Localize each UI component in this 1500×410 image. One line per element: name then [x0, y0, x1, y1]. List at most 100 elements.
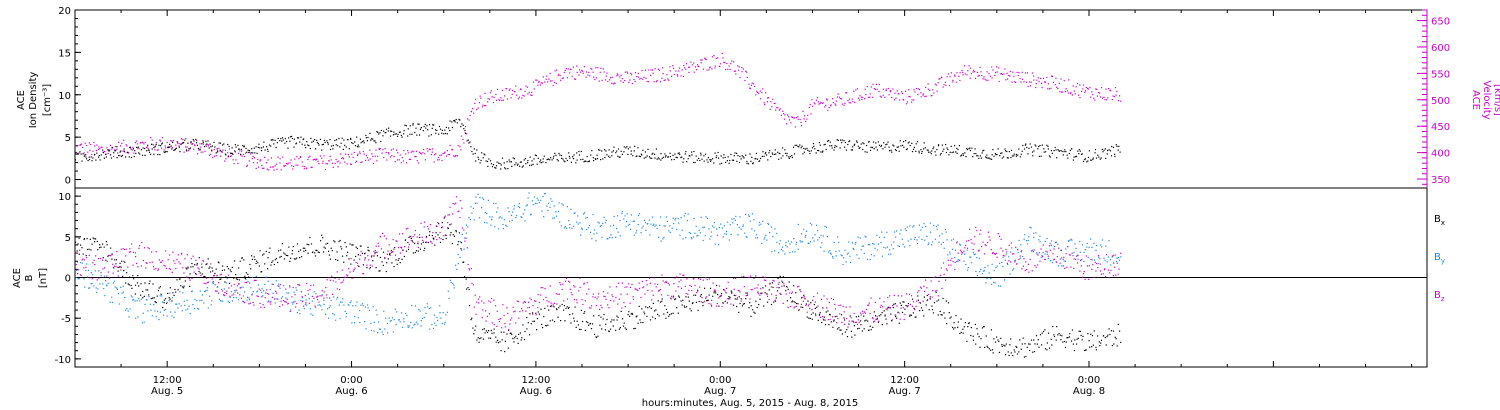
by-point [148, 296, 150, 298]
bx-point [463, 276, 466, 278]
bx-point [1041, 344, 1043, 346]
velocity-point [252, 155, 254, 158]
bx-point [183, 287, 185, 289]
bz-point [592, 296, 594, 298]
density-point [862, 148, 864, 151]
bz-point [408, 243, 410, 246]
bx-point [1120, 341, 1122, 343]
velocity-point [283, 165, 285, 167]
by-point [399, 321, 401, 323]
density-point [1105, 157, 1107, 159]
density-point [1048, 155, 1050, 157]
velocity-point [633, 78, 635, 81]
velocity-point [729, 68, 731, 71]
by-point [610, 234, 612, 236]
velocity-point [303, 168, 305, 170]
velocity-point [599, 71, 601, 73]
density-point [266, 148, 269, 150]
by-point [365, 328, 367, 330]
velocity-point [768, 97, 770, 99]
velocity-point [192, 143, 194, 145]
by-point [286, 292, 288, 294]
velocity-point [765, 92, 767, 94]
velocity-point [527, 93, 529, 95]
by-point [1030, 227, 1032, 229]
by-point [444, 321, 446, 323]
bx-point [264, 263, 266, 265]
by-point [916, 243, 919, 245]
by-point [146, 299, 148, 301]
by-point [593, 233, 595, 235]
by-point [611, 237, 613, 239]
velocity-point [351, 153, 353, 155]
bx-point [314, 252, 316, 254]
velocity-point [246, 165, 248, 167]
bx-point [143, 295, 145, 297]
bz-point [731, 292, 733, 295]
density-point [823, 144, 825, 146]
density-point [103, 157, 105, 159]
velocity-point [698, 65, 700, 68]
density-point [155, 143, 157, 146]
velocity-point [435, 153, 437, 155]
density-point [721, 162, 723, 164]
bx-point [1044, 348, 1047, 350]
density-point [420, 127, 422, 129]
velocity-point [564, 70, 566, 72]
by-point [998, 285, 1000, 287]
density-point [309, 147, 311, 150]
density-point [366, 140, 368, 142]
density-point [123, 150, 125, 152]
bx-point [224, 281, 226, 283]
density-point [274, 139, 276, 141]
velocity-point [978, 75, 980, 77]
by-point [696, 235, 698, 237]
velocity-point [683, 67, 686, 69]
bz-point [237, 292, 239, 294]
density-point [1015, 153, 1017, 156]
bx-point [105, 241, 107, 243]
density-point [120, 150, 122, 152]
bz-point [609, 286, 611, 288]
bz-point [197, 267, 199, 269]
by-point [99, 283, 101, 285]
bx-point [275, 258, 277, 260]
bx-point [285, 254, 287, 256]
bx-point [1021, 343, 1023, 345]
velocity-point [540, 82, 542, 84]
bx-point [611, 319, 613, 321]
velocity-point [296, 156, 298, 158]
velocity-point [947, 73, 949, 75]
bx-point [700, 294, 702, 296]
velocity-point [605, 75, 607, 77]
velocity-point [991, 77, 993, 79]
density-point [257, 146, 259, 148]
density-point [897, 146, 900, 148]
bx-point [740, 298, 742, 300]
by-point [685, 237, 687, 239]
density-point [254, 152, 256, 154]
density-point [706, 159, 708, 161]
velocity-point [481, 106, 484, 108]
density-point [133, 155, 135, 158]
bx-point [805, 303, 807, 305]
by-point [824, 225, 826, 228]
bz-point [382, 232, 384, 234]
density-point [519, 161, 521, 163]
density-point [279, 140, 281, 142]
bx-point [352, 244, 354, 246]
bz-point [314, 305, 316, 307]
by-point [517, 205, 519, 208]
bx-point [1114, 336, 1116, 338]
velocity-point [944, 81, 946, 83]
density-point [231, 152, 233, 154]
bz-point [626, 286, 628, 288]
density-point [218, 142, 220, 144]
bz-point [766, 295, 769, 298]
density-point [616, 150, 618, 152]
density-point [1029, 143, 1031, 145]
density-point [286, 140, 288, 143]
density-point [430, 134, 432, 136]
velocity-point [786, 123, 788, 125]
bz-point [793, 307, 795, 309]
